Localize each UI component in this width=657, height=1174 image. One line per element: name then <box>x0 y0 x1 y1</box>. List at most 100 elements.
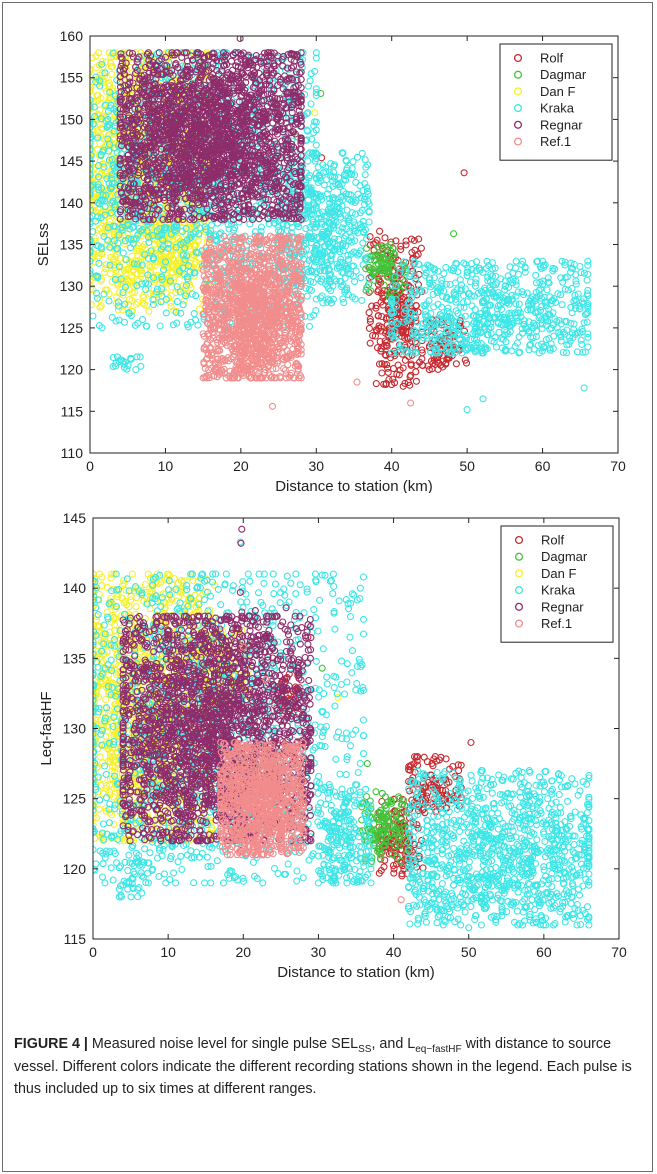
data-point <box>106 270 114 278</box>
data-point <box>90 179 94 187</box>
data-point <box>373 327 381 335</box>
data-point <box>128 273 136 281</box>
data-point <box>102 286 110 294</box>
data-point <box>399 326 408 334</box>
data-point <box>380 281 388 289</box>
data-point <box>90 65 94 73</box>
data-point <box>139 292 147 300</box>
data-point <box>100 102 108 110</box>
data-point <box>145 284 153 292</box>
data-point <box>166 299 175 307</box>
data-point <box>383 314 391 322</box>
data-point <box>102 265 110 273</box>
data-point <box>384 262 392 270</box>
data-point <box>383 361 391 369</box>
data-point <box>105 79 113 87</box>
data-point <box>107 63 116 71</box>
data-point <box>378 312 386 321</box>
data-point <box>143 301 151 310</box>
data-point <box>94 219 102 227</box>
data-point <box>369 332 377 340</box>
data-point <box>114 306 122 314</box>
data-point <box>396 287 404 295</box>
data-point <box>90 151 94 159</box>
data-point <box>377 345 385 353</box>
data-point <box>90 54 96 62</box>
data-point <box>414 250 422 258</box>
data-point <box>365 324 373 332</box>
data-point <box>418 361 426 369</box>
data-point <box>415 235 423 243</box>
data-point <box>391 349 399 357</box>
data-point <box>410 236 418 245</box>
data-point <box>96 303 104 311</box>
data-point <box>366 339 374 347</box>
data-point <box>110 140 118 148</box>
data-point <box>369 269 377 277</box>
data-point <box>412 302 420 310</box>
data-point <box>362 286 370 295</box>
data-point <box>450 230 458 238</box>
data-point <box>108 70 116 78</box>
data-point <box>90 140 98 149</box>
data-point <box>377 266 385 274</box>
data-point <box>90 148 94 156</box>
data-point <box>90 83 94 91</box>
data-point <box>99 76 107 84</box>
data-point <box>385 267 393 275</box>
data-point <box>389 375 397 383</box>
data-point <box>429 359 437 368</box>
data-point <box>418 346 426 354</box>
data-point <box>392 237 400 245</box>
data-point <box>386 354 395 362</box>
data-point <box>98 69 106 77</box>
data-point <box>90 277 94 285</box>
data-point <box>108 129 116 137</box>
data-point <box>402 237 410 245</box>
data-point <box>412 368 420 376</box>
data-point <box>366 315 374 323</box>
data-point <box>372 380 380 388</box>
data-point <box>380 360 389 369</box>
data-point <box>383 342 391 350</box>
data-point <box>367 287 375 295</box>
data-point <box>389 249 397 257</box>
data-point <box>137 270 145 278</box>
data-point <box>378 369 386 377</box>
scatter-plot-sel: 0 10 20 30 40 50 60 701101151201251301351401451… <box>35 28 626 493</box>
data-point <box>90 147 96 155</box>
data-point <box>381 351 389 359</box>
data-point <box>366 233 374 241</box>
data-point <box>122 54 130 63</box>
data-point <box>119 291 127 299</box>
data-point <box>128 289 136 297</box>
data-point <box>90 103 95 111</box>
data-point <box>412 377 420 385</box>
data-point <box>126 54 134 62</box>
data-point <box>397 332 405 340</box>
data-point <box>460 169 468 177</box>
data-point <box>98 58 106 66</box>
data-point <box>90 260 94 268</box>
data-point <box>133 269 141 278</box>
data-point <box>388 258 396 266</box>
data-points <box>90 36 592 414</box>
data-point <box>109 52 118 60</box>
data-point <box>384 273 392 281</box>
data-point <box>90 250 99 259</box>
data-point <box>462 359 471 367</box>
data-point <box>131 236 139 244</box>
data-point <box>369 265 377 273</box>
data-point <box>387 238 395 246</box>
data-point <box>395 371 403 379</box>
data-point <box>407 371 415 379</box>
data-point <box>368 302 376 310</box>
data-point <box>375 360 384 368</box>
data-point <box>128 252 136 260</box>
data-point <box>90 83 95 91</box>
data-point <box>384 243 392 251</box>
data-point <box>374 288 382 296</box>
data-point <box>122 269 130 277</box>
data-point <box>404 281 413 289</box>
